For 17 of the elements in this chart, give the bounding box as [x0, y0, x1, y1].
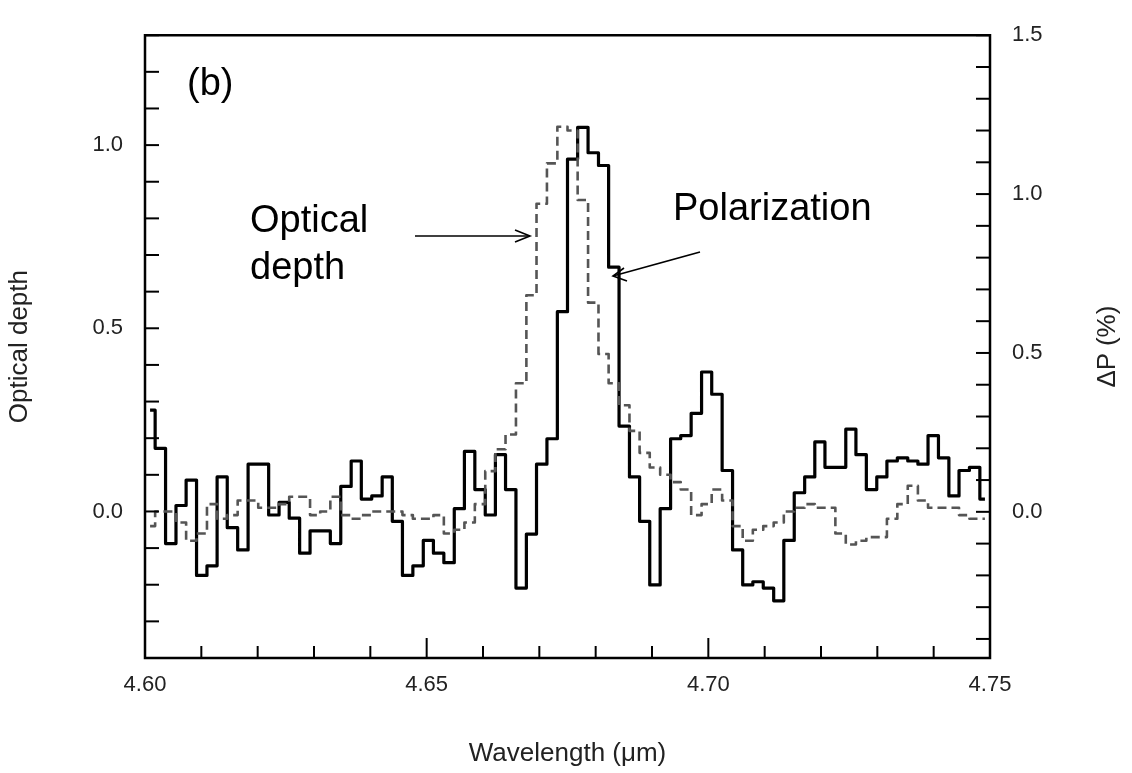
x-tick-label: 4.75 [968, 671, 1012, 697]
x-tick-label: 4.60 [123, 671, 167, 697]
annotation: Polarization [673, 186, 872, 228]
y-tick-label: 0.0 [92, 497, 123, 523]
annotation: (b) [187, 61, 234, 103]
y2-tick-label: 0.0 [1012, 497, 1043, 523]
y2-axis-title: ΔP (%) [1091, 305, 1122, 388]
x-axis-title: Wavelength (μm) [468, 736, 667, 767]
y2-tick-label: 1.5 [1012, 21, 1043, 47]
y-tick-label: 1.0 [92, 131, 123, 157]
y-axis-title: Optical depth [2, 269, 33, 424]
x-tick-label: 4.70 [686, 671, 730, 697]
y-tick-label: 0.5 [92, 314, 123, 340]
annotation: Optical depth [250, 198, 369, 287]
y2-tick-label: 1.0 [1012, 180, 1043, 206]
y2-tick-label: 0.5 [1012, 339, 1043, 365]
x-tick-label: 4.65 [405, 671, 449, 697]
